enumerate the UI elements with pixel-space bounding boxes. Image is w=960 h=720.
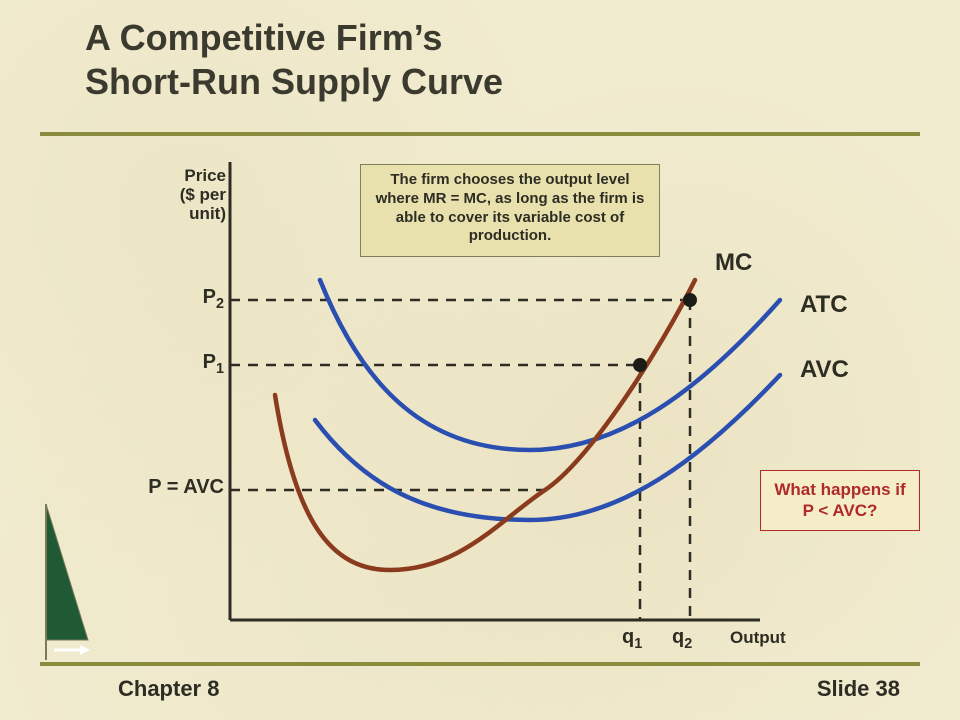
decorative-triangle-icon — [36, 500, 106, 670]
slide: A Competitive Firm’s Short-Run Supply Cu… — [0, 0, 960, 720]
guide-lines — [230, 300, 690, 620]
chapter-label: Chapter 8 — [118, 676, 219, 702]
slide-number: Slide 38 — [817, 676, 900, 702]
question-callout: What happens if P < AVC? — [760, 470, 920, 531]
curves — [275, 280, 780, 570]
rule-bottom — [40, 662, 920, 666]
explanation-callout: The firm chooses the output level where … — [360, 164, 660, 257]
slide-title: A Competitive Firm’s Short-Run Supply Cu… — [85, 16, 503, 104]
rule-top — [40, 132, 920, 136]
